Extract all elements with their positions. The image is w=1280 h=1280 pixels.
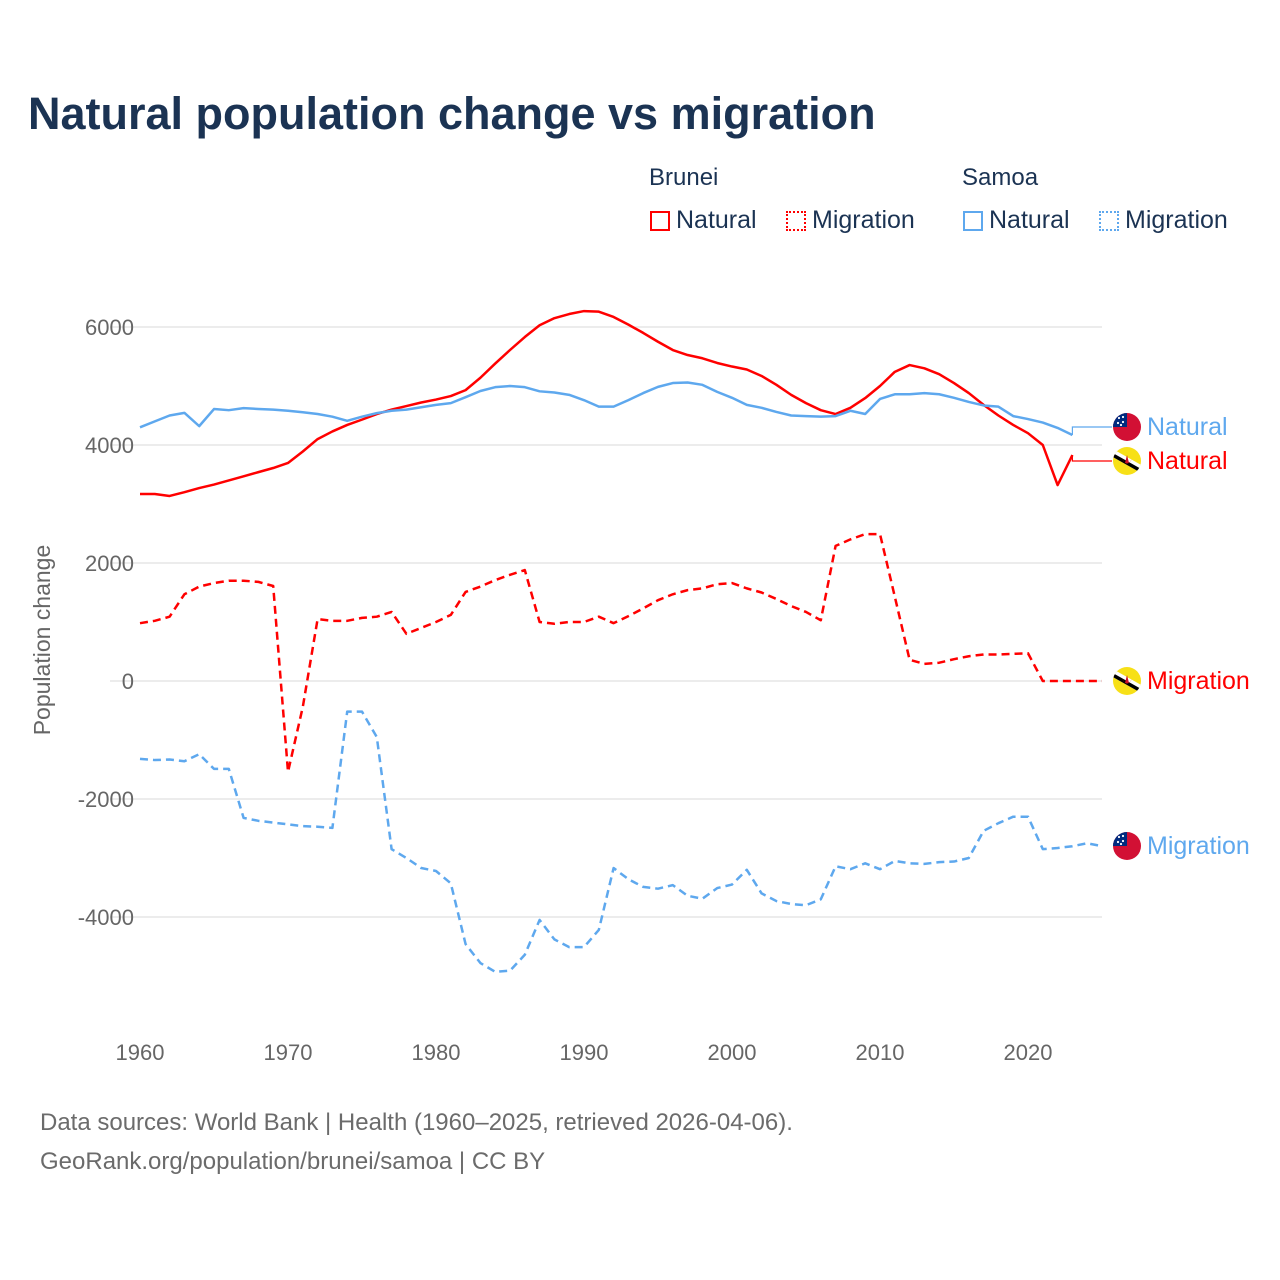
leader-line: [1071, 455, 1112, 462]
brunei-flag-icon: [1113, 447, 1141, 475]
x-tick-label: 1980: [412, 1040, 461, 1065]
y-tick-label: 6000: [85, 315, 134, 340]
x-tick-label: 1960: [116, 1040, 165, 1065]
dotted-swatch-icon: [1099, 210, 1119, 231]
footer-sources: Data sources: World Bank | Health (1960–…: [40, 1109, 793, 1136]
x-tick-label: 2000: [708, 1040, 757, 1065]
legend-group-brunei: Brunei: [649, 164, 719, 191]
y-axis-label: Population change: [29, 545, 55, 736]
leader-line: [1071, 426, 1112, 435]
y-tick-label: -4000: [78, 905, 134, 930]
legend-label: Migration: [812, 206, 915, 234]
y-tick-label: 4000: [85, 433, 134, 458]
solid-swatch-icon: [963, 210, 983, 231]
brunei-migration-line: [139, 532, 1102, 774]
samoa-flag-icon: [1113, 413, 1141, 441]
brunei-natural-line: [140, 309, 1074, 498]
dotted-swatch-icon: [786, 210, 806, 231]
legend-label: Natural: [676, 206, 757, 234]
legend-samoa-migration[interactable]: Migration: [1099, 206, 1228, 235]
samoa-flag-icon: [1113, 832, 1141, 860]
x-tick-label: 1970: [264, 1040, 313, 1065]
legend-samoa-natural[interactable]: Natural: [963, 206, 1070, 235]
y-tick-label: 2000: [85, 551, 134, 576]
legend-brunei-natural[interactable]: Natural: [650, 206, 757, 235]
samoa-natural-line: [139, 381, 1073, 437]
x-tick-label: 1990: [560, 1040, 609, 1065]
legend-group-samoa: Samoa: [962, 164, 1039, 191]
legend-label: Natural: [989, 206, 1070, 234]
legend-brunei-migration[interactable]: Migration: [786, 206, 915, 235]
solid-swatch-icon: [650, 210, 670, 231]
samoa-natural-end-label: Natural: [1147, 413, 1228, 441]
footer-link[interactable]: GeoRank.org/population/brunei/samoa | CC…: [40, 1148, 546, 1175]
brunei-flag-icon: [1113, 667, 1141, 695]
y-tick-label: -2000: [78, 787, 134, 812]
samoa-migration-end-label: Migration: [1147, 832, 1250, 860]
brunei-migration-end-label: Migration: [1147, 667, 1250, 695]
legend-label: Migration: [1125, 206, 1228, 234]
x-tick-label: 2020: [1004, 1040, 1053, 1065]
brunei-natural-end-label: Natural: [1147, 447, 1228, 475]
samoa-migration-line: [139, 710, 1103, 974]
x-tick-label: 2010: [856, 1040, 905, 1065]
chart-title: Natural population change vs migration: [28, 88, 876, 139]
y-tick-label: 0: [122, 669, 134, 694]
